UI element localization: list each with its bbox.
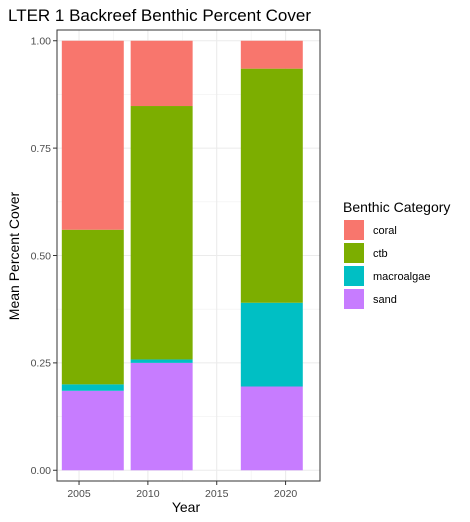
bar-sand-2006: [61, 390, 124, 471]
legend-key-ctb: [344, 243, 364, 263]
y-tick-label: 0.50: [31, 250, 52, 262]
legend-label-ctb: ctb: [373, 248, 388, 260]
x-tick-label: 2005: [67, 488, 91, 500]
bar-coral-2011: [130, 40, 193, 107]
legend-items: coral ctb macroalgae sand: [344, 220, 430, 309]
y-axis: 0.00 0.25 0.50 0.75 1.00: [31, 36, 57, 477]
legend: Benthic Category coral ctb macroalgae sand: [343, 199, 450, 309]
y-tick-label: 0.75: [31, 143, 52, 155]
legend-key-macroalgae: [344, 266, 364, 286]
chart-title: LTER 1 Backreef Benthic Percent Cover: [8, 6, 311, 25]
bar-macroalgae-2019: [240, 302, 303, 387]
x-axis-title: Year: [172, 499, 201, 515]
legend-key-sand: [344, 289, 364, 309]
y-tick-label: 0.25: [31, 358, 52, 370]
bar-macroalgae-2011: [130, 359, 193, 363]
bar-macroalgae-2006: [61, 384, 124, 391]
y-axis-title: Mean Percent Cover: [6, 191, 22, 320]
y-tick-label: 1.00: [31, 36, 52, 48]
x-tick-label: 2010: [136, 488, 160, 500]
bar-ctb-2019: [240, 68, 303, 303]
bar-sand-2019: [240, 386, 303, 471]
bar-ctb-2006: [61, 229, 124, 385]
x-tick-label: 2020: [274, 488, 298, 500]
legend-label-macroalgae: macroalgae: [373, 271, 430, 283]
x-axis: 2005 2010 2015 2020: [67, 481, 297, 500]
x-tick-label: 2015: [205, 488, 229, 500]
legend-key-coral: [344, 220, 364, 240]
bars: [61, 40, 303, 471]
legend-label-sand: sand: [373, 294, 397, 306]
bar-coral-2019: [240, 40, 303, 69]
y-tick-label: 0.00: [31, 465, 52, 477]
bar-coral-2006: [61, 40, 124, 230]
legend-title: Benthic Category: [343, 199, 450, 215]
bar-ctb-2011: [130, 106, 193, 360]
legend-label-coral: coral: [373, 225, 397, 237]
bar-sand-2011: [130, 362, 193, 471]
